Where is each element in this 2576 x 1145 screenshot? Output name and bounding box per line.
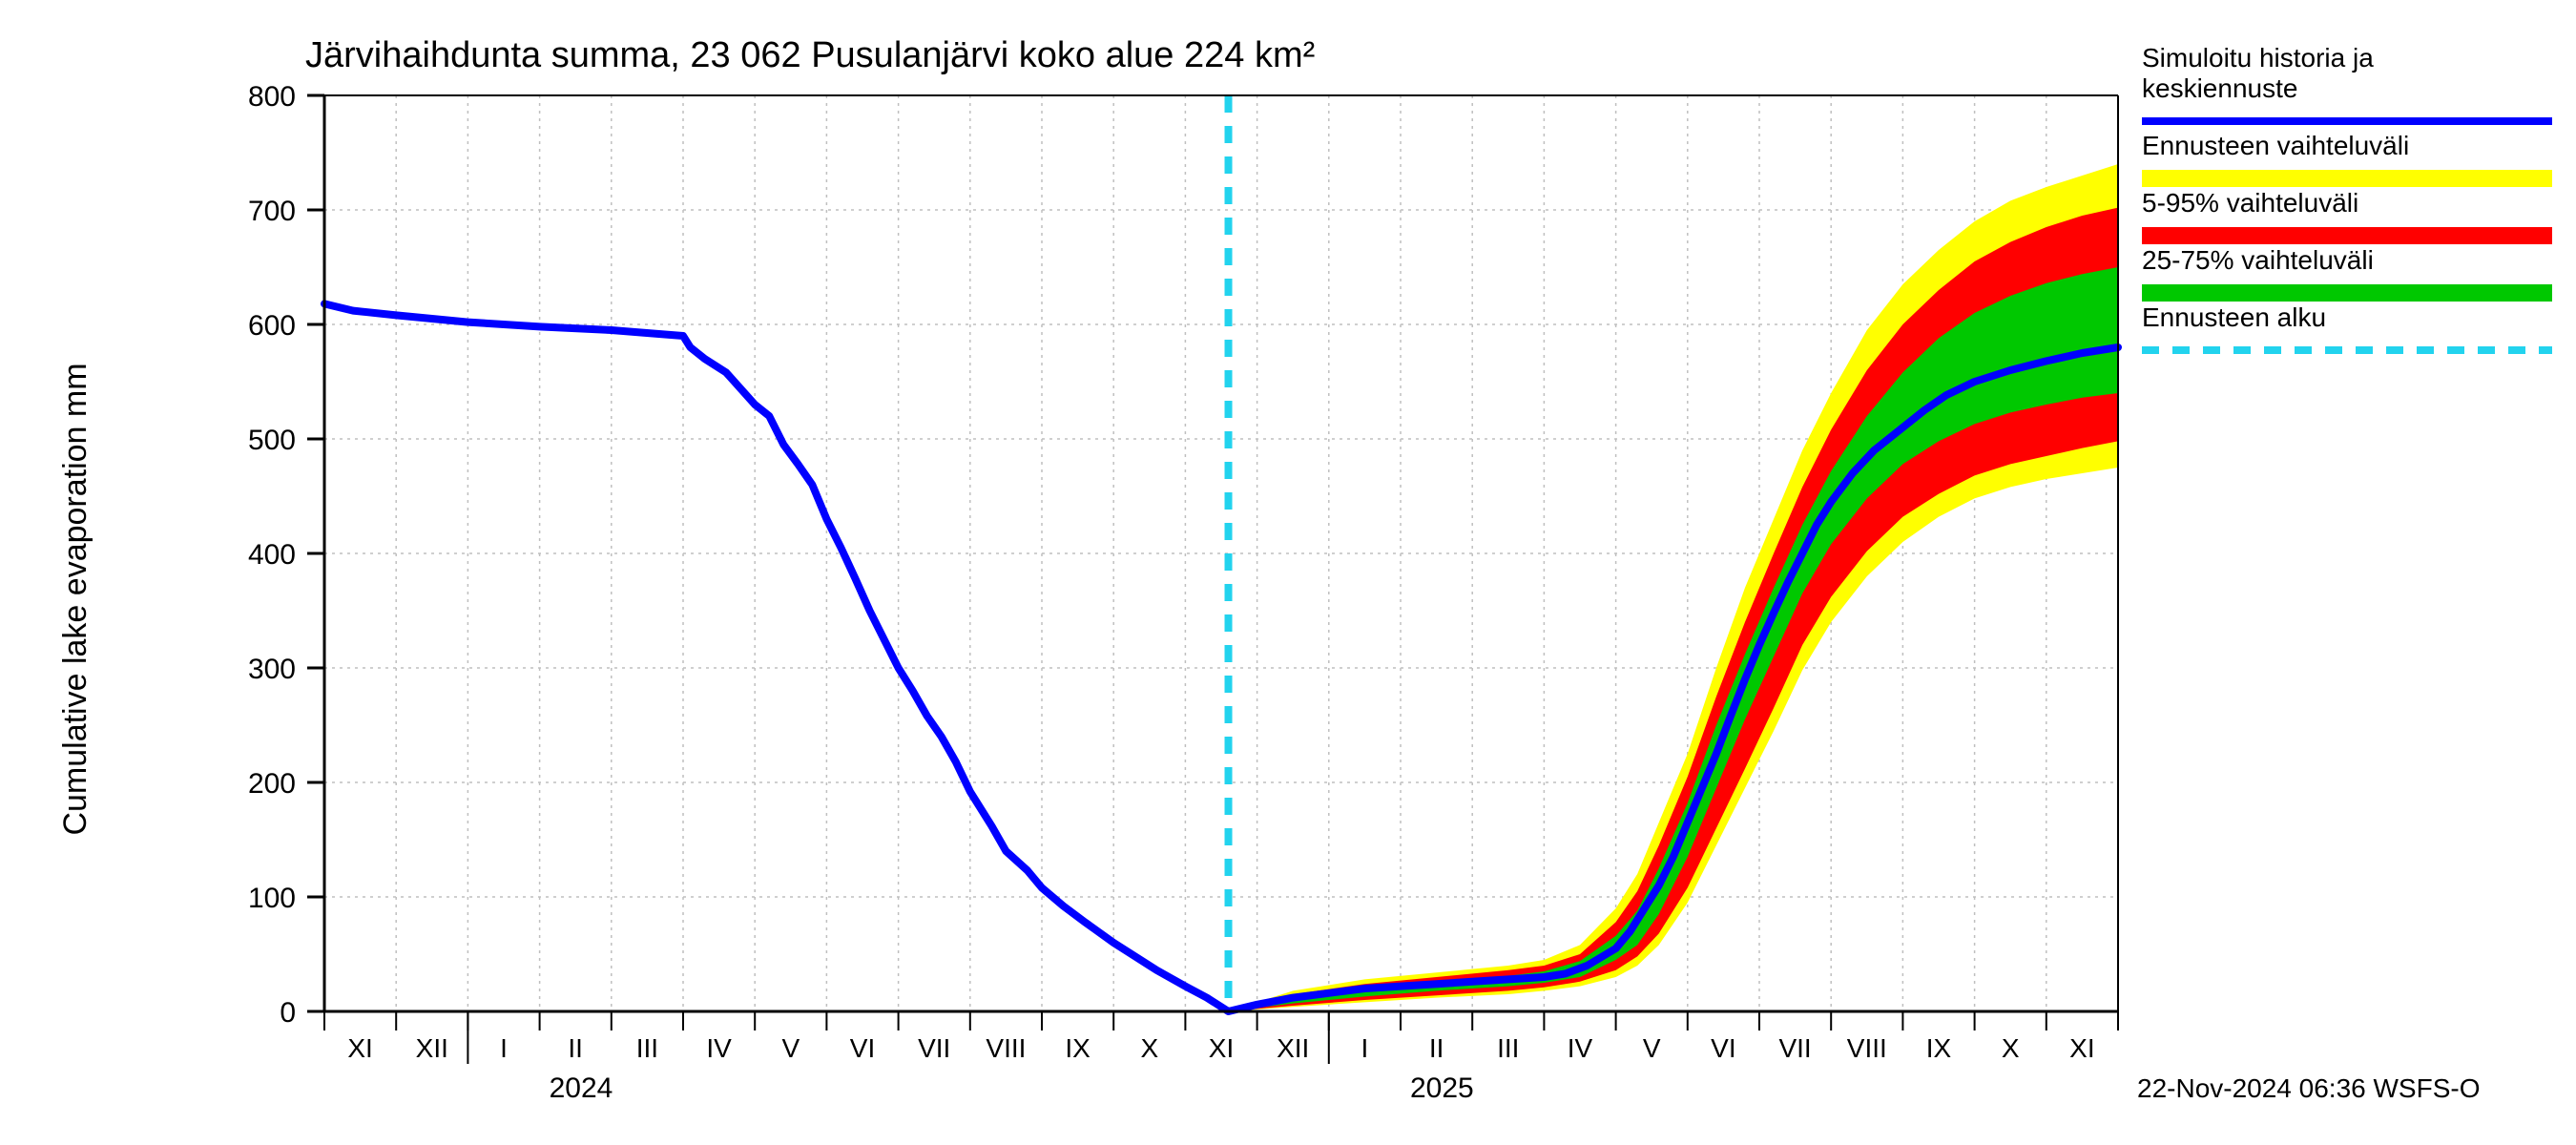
x-month-label: III [1497,1033,1519,1063]
x-month-label: II [1429,1033,1444,1063]
legend: Simuloitu historia jakeskiennuste Ennuste… [2142,43,2552,350]
y-tick-label: 100 [248,883,296,914]
chart-footer: 22-Nov-2024 06:36 WSFS-O [2137,1073,2481,1103]
legend-swatch [2142,170,2552,187]
x-month-label: III [636,1033,658,1063]
x-month-label: IX [1065,1033,1091,1063]
x-month-label: XI [2069,1033,2094,1063]
x-month-label: V [781,1033,800,1063]
legend-label: 25-75% vaihteluväli [2142,245,2374,275]
x-month-label: X [1140,1033,1158,1063]
y-tick-label: 0 [280,997,296,1029]
y-tick-label: 600 [248,310,296,342]
y-tick-label: 400 [248,539,296,571]
x-year-label: 2024 [550,1072,613,1104]
chart-svg: 0100200300400500600700800XIXIIIIIIIIIVVV… [0,0,2576,1145]
legend-swatch [2142,227,2552,244]
x-month-label: VIII [986,1033,1026,1063]
legend-label: keskiennuste [2142,73,2297,103]
x-month-label: IV [1568,1033,1593,1063]
y-tick-label: 300 [248,654,296,685]
x-month-label: IX [1926,1033,1952,1063]
y-axis-label: Cumulative lake evaporation mm [57,363,93,835]
x-month-label: XI [1209,1033,1234,1063]
legend-label: Ennusteen vaihteluväli [2142,131,2409,160]
x-month-label: XII [1277,1033,1309,1063]
legend-label: Ennusteen alku [2142,302,2326,332]
x-month-label: I [1361,1033,1369,1063]
legend-label: 5-95% vaihteluväli [2142,188,2358,218]
chart-container: 0100200300400500600700800XIXIIIIIIIIIVVV… [0,0,2576,1145]
x-month-label: VII [918,1033,950,1063]
x-month-label: VI [850,1033,875,1063]
x-month-label: X [2002,1033,2020,1063]
y-tick-label: 200 [248,768,296,800]
x-month-label: II [568,1033,583,1063]
uncertainty-bands [1229,164,2118,1011]
y-tick-label: 800 [248,81,296,113]
x-year-label: 2025 [1410,1072,1474,1104]
legend-swatch [2142,284,2552,302]
y-tick-label: 500 [248,425,296,456]
x-month-label: XI [347,1033,372,1063]
x-month-label: VI [1711,1033,1735,1063]
x-month-label: V [1643,1033,1661,1063]
chart-title: Järvihaihdunta summa, 23 062 Pusulanjärv… [305,35,1315,75]
y-tick-label: 700 [248,196,296,227]
legend-label: Simuloitu historia ja [2142,43,2374,73]
x-month-label: VIII [1847,1033,1887,1063]
x-month-label: XII [416,1033,448,1063]
x-month-label: VII [1778,1033,1811,1063]
x-month-label: I [500,1033,508,1063]
x-month-label: IV [706,1033,732,1063]
